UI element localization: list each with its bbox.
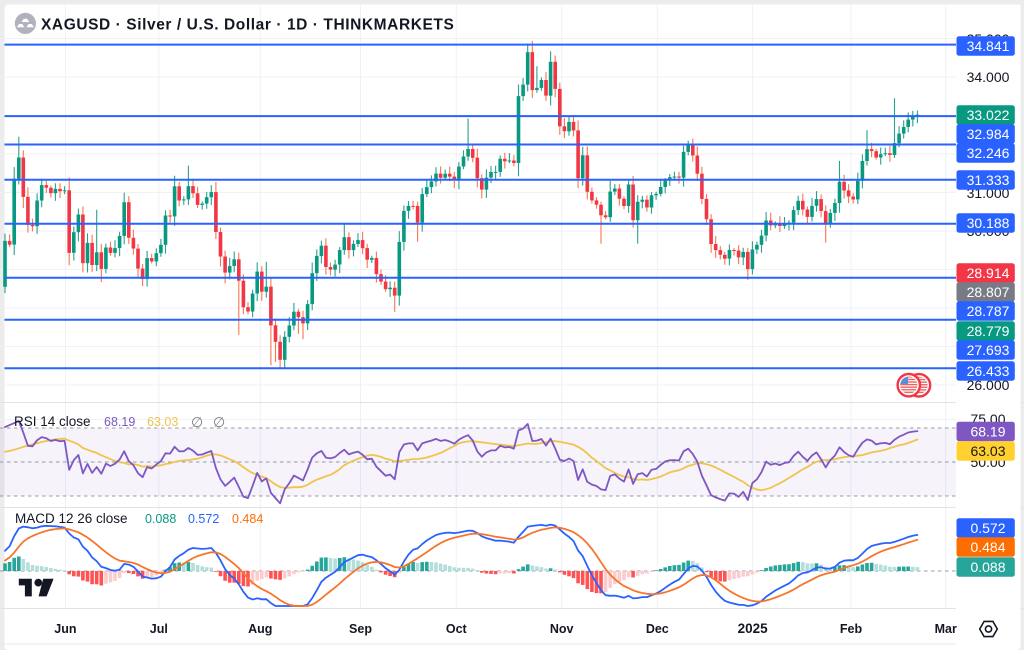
svg-text:68.19: 68.19 [104, 415, 135, 429]
svg-text:∅: ∅ [213, 414, 225, 430]
svg-text:Feb: Feb [840, 622, 863, 636]
svg-text:0.484: 0.484 [232, 512, 263, 526]
svg-text:28.807: 28.807 [967, 284, 1010, 300]
svg-text:34.000: 34.000 [967, 69, 1010, 85]
svg-text:Sep: Sep [349, 622, 372, 636]
svg-text:28.914: 28.914 [967, 265, 1010, 281]
svg-text:∅: ∅ [191, 414, 203, 430]
svg-text:XAGUSD · Silver / U.S. Dollar: XAGUSD · Silver / U.S. Dollar · 1D · THI… [41, 17, 454, 34]
svg-text:0.088: 0.088 [145, 512, 176, 526]
svg-text:28.787: 28.787 [967, 303, 1010, 319]
svg-text:0.088: 0.088 [970, 559, 1005, 575]
svg-text:63.03: 63.03 [970, 443, 1005, 459]
svg-text:30.188: 30.188 [967, 215, 1010, 231]
svg-text:27.693: 27.693 [967, 342, 1010, 358]
svg-text:32.246: 32.246 [967, 145, 1010, 161]
svg-text:Mar: Mar [935, 622, 957, 636]
svg-text:2025: 2025 [738, 621, 769, 636]
svg-text:32.984: 32.984 [967, 126, 1010, 142]
svg-text:Aug: Aug [248, 622, 272, 636]
svg-text:63.03: 63.03 [147, 415, 178, 429]
svg-text:0.572: 0.572 [188, 512, 219, 526]
svg-text:Nov: Nov [550, 622, 574, 636]
svg-text:28.779: 28.779 [967, 323, 1010, 339]
svg-text:Dec: Dec [646, 622, 669, 636]
svg-text:26.433: 26.433 [967, 363, 1010, 379]
svg-text:33.022: 33.022 [967, 107, 1010, 123]
svg-text:26.000: 26.000 [967, 377, 1010, 393]
svg-text:Jul: Jul [150, 622, 168, 636]
svg-text:0.484: 0.484 [970, 539, 1005, 555]
svg-text:Jun: Jun [54, 622, 76, 636]
svg-text:34.841: 34.841 [967, 38, 1010, 54]
svg-text:Oct: Oct [446, 622, 468, 636]
svg-text:31.333: 31.333 [967, 172, 1010, 188]
svg-text:RSI 14 close: RSI 14 close [14, 414, 91, 429]
svg-text:0.572: 0.572 [970, 520, 1005, 536]
svg-text:MACD 12 26 close: MACD 12 26 close [15, 511, 128, 526]
svg-text:68.19: 68.19 [970, 424, 1005, 440]
